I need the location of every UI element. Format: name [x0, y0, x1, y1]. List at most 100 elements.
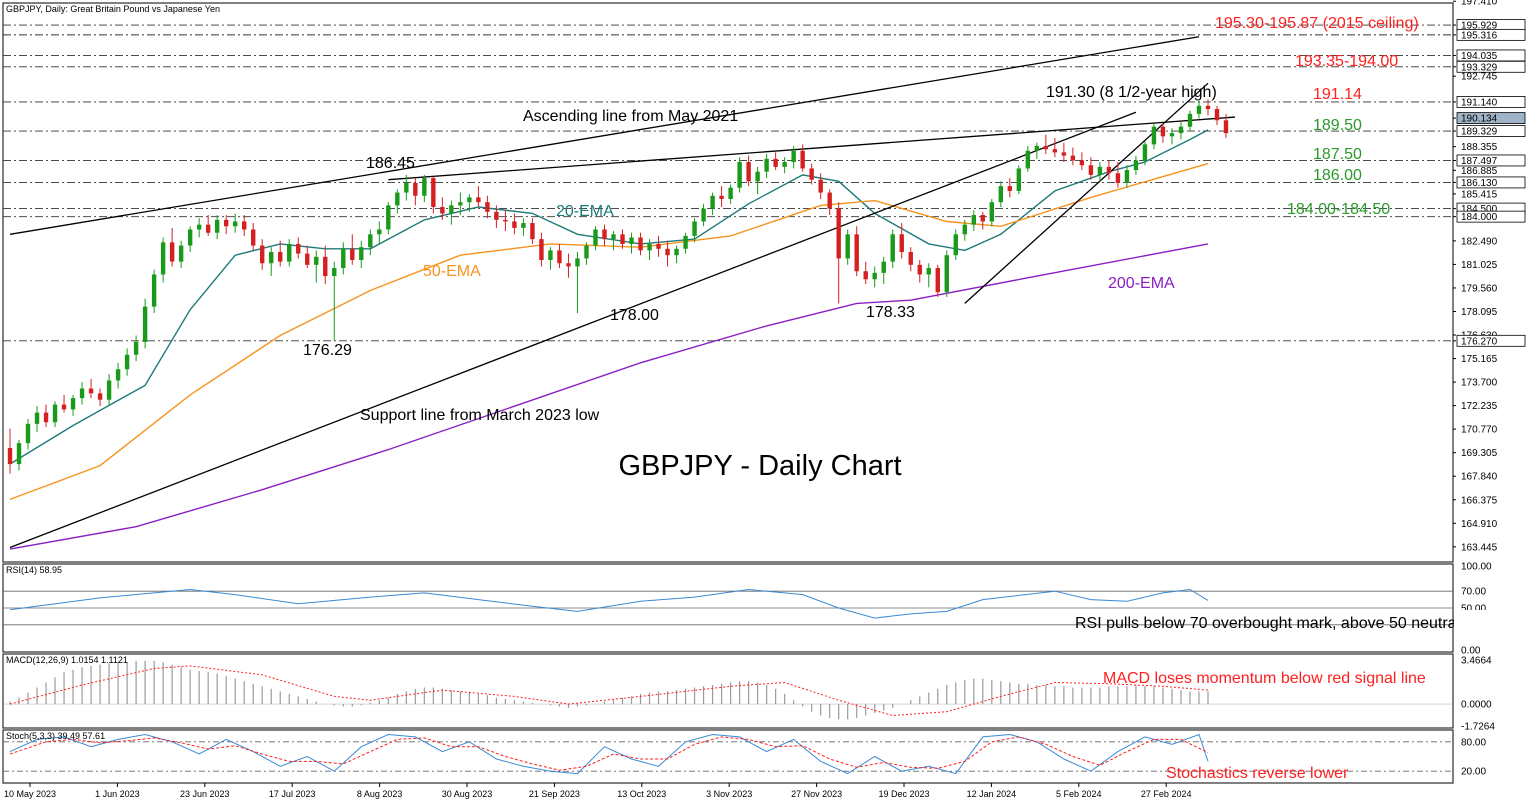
candle-body-107	[971, 215, 976, 225]
y-tick-label-24: 172.235	[1461, 401, 1498, 412]
trendline-2	[9, 111, 1137, 549]
level-annotation-3: 191.14	[1313, 86, 1362, 103]
candle-body-124	[1124, 170, 1130, 183]
candle-body-91	[827, 192, 832, 209]
candle-body-45	[413, 182, 418, 196]
rsi-tick-label-1: 70.00	[1461, 587, 1486, 598]
candle-body-47	[431, 178, 436, 208]
candle-body-6	[61, 404, 67, 410]
candle-body-101	[917, 264, 922, 275]
x-tick-label-2: 23 Jun 2023	[180, 789, 230, 799]
y-tick-label-26: 169.305	[1461, 448, 1498, 459]
candle-body-81	[737, 162, 742, 188]
y-tick-label-12: 186.130	[1461, 178, 1498, 189]
candle-body-68	[620, 234, 625, 244]
candle-body-11	[106, 380, 112, 400]
rsi-header: RSI(14) 58.95	[6, 565, 62, 575]
y-tick-label-4: 193.329	[1461, 62, 1498, 73]
y-tick-label-23: 173.700	[1461, 378, 1498, 389]
candle-body-132	[1196, 105, 1202, 114]
candle-body-69	[629, 237, 634, 244]
candle-body-18	[169, 242, 175, 262]
y-tick-label-3: 194.035	[1461, 51, 1498, 62]
candle-body-66	[602, 229, 607, 240]
chart-title: GBPJPY - Daily Chart	[618, 450, 901, 482]
candle-body-63	[575, 258, 580, 267]
candle-body-100	[908, 251, 913, 265]
candle-body-126	[1142, 144, 1148, 161]
candle-body-15	[142, 306, 148, 342]
rsi-tick-label-0: 100.00	[1461, 562, 1492, 573]
candle-body-12	[115, 369, 121, 381]
price-label-186-45: 186.45	[366, 155, 415, 172]
candle-body-134	[1214, 109, 1220, 121]
level-annotation-7: 184.00-184.50	[1287, 201, 1390, 218]
candle-body-135	[1223, 120, 1229, 134]
candle-body-61	[557, 250, 562, 264]
candle-body-42	[386, 205, 391, 230]
x-tick-label-13: 27 Feb 2024	[1141, 789, 1192, 799]
macd-header: MACD(12,26,9) 1.0154 1.1121	[6, 655, 128, 665]
price-label-178-00: 178.00	[610, 307, 659, 324]
candle-body-84	[764, 158, 769, 172]
candle-body-44	[404, 182, 409, 193]
level-annotation-6: 186.00	[1313, 167, 1362, 184]
stoch-signal-line	[9, 736, 1209, 771]
trendline-3	[964, 82, 1209, 304]
candle-body-88	[800, 150, 805, 169]
stoch-panel-frame	[2, 729, 1454, 784]
candle-body-31	[287, 243, 292, 262]
candle-body-96	[872, 272, 877, 280]
y-tick-label-8: 189.329	[1461, 127, 1498, 138]
candle-body-119	[1079, 160, 1085, 166]
candle-body-60	[548, 250, 553, 261]
candle-body-76	[692, 221, 697, 236]
candle-body-13	[124, 354, 130, 370]
x-tick-label-0: 10 May 2023	[4, 789, 56, 799]
candle-body-70	[638, 237, 643, 251]
y-price-box-7	[1456, 112, 1526, 125]
main-header: GBPJPY, Daily: Great Britain Pound vs Ja…	[6, 4, 220, 14]
y-tick-label-25: 170.770	[1461, 425, 1498, 436]
candle-body-93	[845, 234, 850, 259]
y-tick-label-10: 187.497	[1461, 156, 1498, 167]
candle-body-121	[1097, 166, 1103, 175]
candle-body-86	[782, 162, 787, 167]
x-tick-label-8: 3 Nov 2023	[706, 789, 752, 799]
candle-body-58	[530, 223, 535, 240]
stoch-header: Stoch(5,3,3) 39.49 57.61	[6, 731, 105, 741]
candle-body-16	[151, 274, 157, 307]
y-tick-label-5: 192.745	[1461, 72, 1498, 83]
candle-body-46	[422, 178, 427, 196]
support-line-label: Support line from March 2023 low	[360, 407, 600, 424]
candle-body-19	[178, 245, 184, 262]
candle-body-80	[728, 187, 733, 199]
y-price-box-10	[1456, 154, 1526, 167]
candle-body-125	[1133, 160, 1139, 171]
candle-body-5	[52, 404, 58, 423]
candle-body-67	[611, 234, 616, 240]
y-tick-label-15: 184.000	[1461, 212, 1498, 223]
candle-body-37	[341, 248, 346, 269]
candle-body-85	[773, 158, 778, 167]
level-annotation-5: 187.50	[1313, 146, 1362, 163]
candle-body-77	[701, 208, 706, 222]
candle-body-24	[223, 219, 229, 227]
candle-body-73	[665, 248, 670, 256]
rsi-note: RSI pulls below 70 overbought mark, abov…	[1075, 615, 1487, 632]
candle-body-25	[232, 221, 238, 227]
main-panel-frame	[2, 2, 1454, 563]
candle-body-56	[512, 221, 517, 228]
candle-body-122	[1106, 166, 1112, 174]
candle-body-7	[70, 398, 76, 410]
x-tick-label-3: 17 Jul 2023	[269, 789, 316, 799]
candle-body-129	[1169, 133, 1175, 137]
y-tick-label-18: 179.560	[1461, 283, 1498, 294]
candle-body-1	[16, 443, 22, 465]
y-tick-label-9: 188.355	[1461, 142, 1498, 153]
y-price-box-4	[1456, 60, 1526, 73]
candle-body-113	[1025, 150, 1031, 169]
candle-body-43	[395, 192, 400, 206]
x-tick-label-7: 13 Oct 2023	[617, 789, 666, 799]
